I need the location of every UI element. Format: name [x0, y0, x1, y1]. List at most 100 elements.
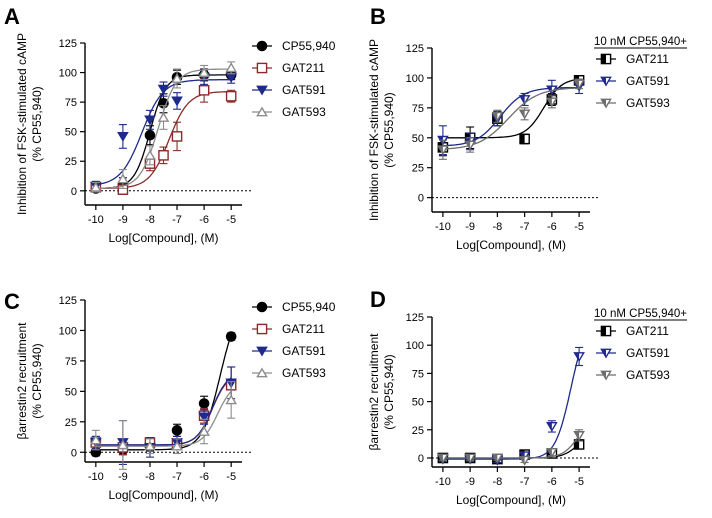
panel-c-ytick-label: 125: [59, 295, 77, 307]
data-point-half: [520, 95, 525, 104]
panel-a-ytick-label: 100: [59, 68, 77, 80]
data-point: [171, 96, 183, 107]
data-point: [117, 439, 129, 450]
data-point-half: [520, 456, 525, 465]
panel-b-xtick-label: -5: [574, 221, 584, 233]
panel-a-y-label: (% CP55,940): [30, 86, 44, 161]
data-point-half: [574, 439, 580, 450]
panel-b: B 0 25 50 75 100 125 -10 -9 -8 -7 -6 -5 Log[Compound]…: [367, 4, 687, 252]
data-point-shape: [117, 173, 129, 184]
legend-marker: [600, 98, 612, 109]
panel-c-letter: C: [4, 289, 20, 314]
legend-label: GAT591: [626, 74, 670, 88]
data-point-shape: [157, 84, 170, 95]
panel-a-series-gat591: [90, 69, 237, 192]
panel-b-ytick-label: 125: [406, 43, 424, 55]
data-point-half: [465, 454, 471, 463]
fit-curve: [442, 86, 580, 147]
data-point-shape: [225, 62, 237, 73]
panel-b-xtick-label: -9: [465, 221, 475, 233]
panel-b-ytick-label: 75: [412, 103, 424, 115]
legend-label: GAT593: [282, 105, 326, 119]
legend-marker: [256, 85, 268, 96]
panel-d: D 0 25 50 75 100 125 -10 -9 -8 -7 -6 -5 Log[Compound]…: [367, 287, 687, 507]
panel-d-series-gat591: [437, 346, 585, 466]
data-point: [491, 111, 504, 122]
legend-label: GAT211: [282, 322, 325, 336]
legend-marker: [600, 53, 612, 65]
panel-a-ytick-label: 125: [59, 38, 77, 50]
panel-d-ytick-label: 50: [412, 397, 424, 409]
data-point: [144, 149, 156, 160]
data-point-half: [520, 134, 525, 144]
panel-a-xtick-label: -8: [145, 214, 155, 226]
data-point-shape: [171, 72, 183, 83]
data-point: [464, 453, 476, 464]
data-point: [90, 181, 102, 192]
data-point: [157, 84, 170, 95]
data-point-half: [547, 98, 552, 107]
data-point-shape: [198, 398, 210, 409]
data-point-shape: [198, 426, 210, 436]
data-point: [518, 455, 531, 466]
panel-a: A 0 25 50 75 100 125 -10 -9 -8 -7 -6 -5 Log[Compound]…: [4, 4, 336, 245]
legend-marker-shape: [256, 301, 268, 313]
panel-d-x-label: Log[Compound], (M): [456, 493, 566, 507]
panel-a-x-label: Log[Compound], (M): [108, 231, 218, 245]
legend-label: GAT593: [282, 366, 326, 380]
panel-b-xtick-label: -8: [492, 221, 502, 233]
panel-b-letter: B: [370, 4, 386, 29]
legend-marker-half: [601, 371, 606, 380]
panel-d-series-gat211: [437, 439, 585, 465]
panel-a-xtick-label: -5: [226, 214, 236, 226]
legend-marker-shape: [256, 40, 268, 52]
data-point: [437, 145, 449, 156]
legend-marker-shape: [256, 346, 268, 357]
legend-label: GAT591: [282, 83, 326, 97]
data-point-shape: [144, 129, 156, 141]
data-point-shape: [198, 412, 210, 423]
panel-a-letter: A: [4, 4, 20, 29]
data-point: [198, 398, 210, 409]
data-point-shape: [171, 425, 183, 436]
legend-marker-half: [601, 349, 606, 358]
data-point: [546, 447, 558, 458]
panel-c-legend: CP55,940 GAT211 GAT591 GAT593: [252, 300, 336, 380]
fit-curve: [442, 435, 580, 459]
data-point-half: [492, 454, 498, 463]
panel-d-y-label: (% CP55,940): [382, 354, 396, 429]
panel-d-xtick-label: -10: [435, 476, 451, 488]
panel-c-series-gat211: [90, 366, 237, 456]
panel-d-xtick-label: -6: [547, 476, 557, 488]
panel-b-xtick-label: -10: [435, 221, 451, 233]
panel-b-ytick-label: 25: [412, 163, 424, 175]
data-point-shape: [225, 90, 237, 102]
data-point: [157, 111, 170, 122]
legend-marker: [256, 346, 268, 357]
data-point: [546, 422, 558, 432]
legend-label: GAT211: [626, 324, 669, 338]
panel-a-y-label: Inhibition of FSK-stimulated cAMP: [15, 33, 29, 215]
legend-marker: [256, 301, 268, 313]
panel-c-xtick-label: -5: [226, 471, 236, 483]
data-point: [225, 394, 237, 405]
panel-d-series-gat593: [437, 429, 585, 466]
data-point: [144, 115, 156, 126]
fit-curve: [442, 443, 580, 459]
data-point-shape: [158, 150, 169, 161]
data-point: [519, 133, 530, 145]
fit-curve: [95, 377, 232, 446]
legend-marker: [256, 40, 268, 52]
data-point: [464, 140, 476, 151]
data-point: [171, 131, 183, 142]
data-point-shape: [198, 67, 210, 77]
legend-label: CP55,940: [282, 39, 336, 53]
panel-a-xtick-label: -10: [88, 214, 104, 226]
legend-marker: [256, 323, 268, 335]
panel-c-xtick-label: -6: [199, 471, 209, 483]
panel-c-series-gat593: [90, 381, 237, 470]
data-point-shape: [90, 434, 102, 445]
panel-c-xtick-label: -9: [118, 471, 128, 483]
data-point: [117, 132, 129, 142]
panel-c: C 0 25 50 75 100 125 -10 -9 -8 -7 -6 -5 Log[Compound]…: [4, 289, 336, 502]
